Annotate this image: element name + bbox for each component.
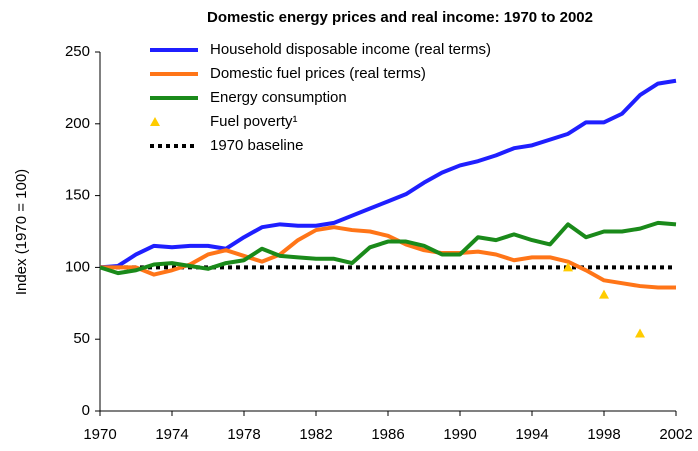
- x-tick-label: 1990: [443, 426, 476, 443]
- series-line: [100, 225, 676, 290]
- y-tick-label: 0: [82, 402, 90, 419]
- legend-label: Household disposable income (real terms): [210, 41, 491, 58]
- y-tick-label: 250: [65, 43, 90, 60]
- x-tick-label: 1982: [299, 426, 332, 443]
- marker: [599, 289, 609, 299]
- legend-label: Fuel poverty¹: [210, 113, 298, 130]
- y-axis-label: Index (1970 = 100): [13, 169, 30, 295]
- marker: [635, 328, 645, 338]
- x-tick-label: 1986: [371, 426, 404, 443]
- x-tick-label: 1994: [515, 426, 548, 443]
- y-tick-label: 150: [65, 187, 90, 204]
- x-tick-label: 1978: [227, 426, 260, 443]
- legend-label: 1970 baseline: [210, 137, 303, 154]
- series-line: [99, 78, 677, 270]
- y-tick-label: 50: [73, 330, 90, 347]
- x-tick-label: 2002: [659, 426, 692, 443]
- series-line: [99, 220, 677, 276]
- marker: [563, 262, 573, 272]
- legend-label: Energy consumption: [210, 89, 347, 106]
- legend-label: Domestic fuel prices (real terms): [210, 65, 426, 82]
- y-tick-label: 100: [65, 258, 90, 275]
- y-tick-label: 200: [65, 115, 90, 132]
- chart-title: Domestic energy prices and real income: …: [207, 9, 593, 26]
- x-tick-label: 1998: [587, 426, 620, 443]
- x-tick-label: 1970: [83, 426, 116, 443]
- x-tick-label: 1974: [155, 426, 188, 443]
- legend-swatch: [150, 117, 160, 126]
